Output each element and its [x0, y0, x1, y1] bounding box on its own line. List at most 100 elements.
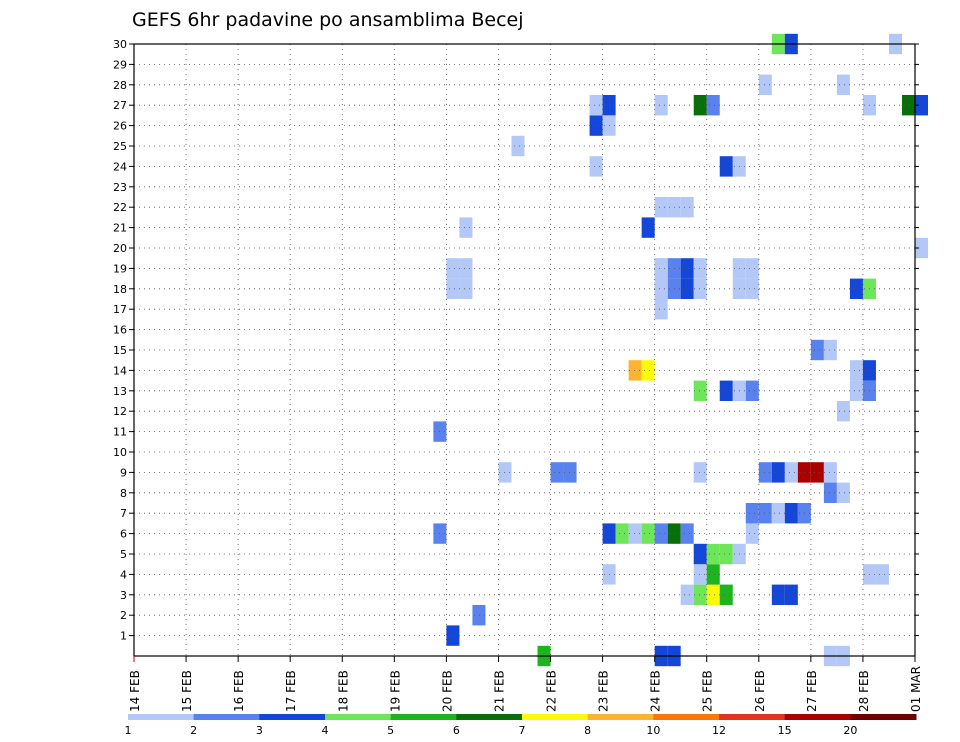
- heatmap-cell: [693, 258, 707, 279]
- heatmap-cell: [758, 503, 772, 524]
- legend-swatch: [522, 714, 589, 720]
- heatmap-cell: [654, 258, 668, 279]
- y-tick-label: 8: [120, 487, 127, 500]
- x-tick-label: 01 MAR: [909, 666, 923, 712]
- legend-tick-label: 12: [712, 724, 726, 737]
- heatmap-cell: [771, 462, 785, 483]
- heatmap-cell: [680, 278, 694, 299]
- heatmap-cell: [641, 523, 655, 544]
- heatmap-cell: [459, 278, 473, 299]
- heatmap-cell: [628, 523, 642, 544]
- heatmap-cell: [446, 625, 460, 646]
- heatmap-cell: [693, 564, 707, 585]
- y-tick-label: 29: [113, 58, 127, 71]
- y-tick-label: 2: [120, 609, 127, 622]
- heatmap-cell: [719, 156, 733, 177]
- heatmap-cell: [836, 482, 850, 503]
- heatmap-cell: [511, 135, 525, 157]
- y-tick-label: 6: [120, 528, 127, 541]
- legend-swatch: [325, 714, 392, 720]
- heatmap-cell: [706, 543, 720, 565]
- y-tick-label: 25: [113, 140, 127, 153]
- heatmap-cell: [758, 74, 772, 95]
- heatmap-cell: [784, 584, 798, 605]
- heatmap-cell: [706, 95, 720, 116]
- heatmap-cell: [550, 462, 564, 483]
- x-tick-label: 26 FEB: [753, 670, 767, 712]
- heatmap-cell: [563, 462, 577, 483]
- heatmap-cell: [849, 380, 863, 401]
- heatmap-cell: [836, 74, 850, 95]
- y-tick-label: 22: [113, 201, 127, 214]
- legend-tick-label: 6: [453, 724, 460, 737]
- heatmap-cell: [472, 605, 486, 626]
- heatmap-cell: [915, 95, 929, 116]
- heatmap-cell: [758, 462, 772, 483]
- heatmap-cell: [823, 482, 837, 503]
- y-tick-label: 19: [113, 262, 127, 275]
- x-tick-label: 25 FEB: [701, 670, 715, 712]
- heatmap-cell: [706, 584, 720, 605]
- x-axis-ticks: 14 FEB 15 FEB 16 FEB 17 FEB 18 FEB 19 FEB 20 F…: [128, 656, 923, 712]
- x-tick-label: 21 FEB: [492, 670, 506, 712]
- y-tick-label: 30: [113, 38, 127, 51]
- heatmap-cell: [745, 258, 759, 279]
- y-tick-label: 20: [113, 242, 127, 255]
- x-tick-label: 15 FEB: [180, 670, 194, 712]
- legend-tick-label: 2: [190, 724, 197, 737]
- heatmap-cell: [680, 197, 694, 218]
- heatmap-cell: [459, 217, 473, 238]
- y-tick-label: 11: [113, 426, 127, 439]
- heatmap-cell: [915, 237, 929, 259]
- legend-tick-label: 1: [125, 724, 132, 737]
- heatmap-cell: [875, 564, 889, 585]
- heatmap-cell: [654, 197, 668, 218]
- heatmap-cell: [446, 258, 460, 279]
- heatmap-cell: [771, 584, 785, 605]
- y-tick-label: 15: [113, 344, 127, 357]
- heatmap-cell: [680, 258, 694, 279]
- legend-swatch: [193, 714, 260, 720]
- y-tick-label: 26: [113, 120, 127, 133]
- heatmap-cell: [654, 523, 668, 544]
- heatmap-cell: [654, 95, 668, 116]
- heatmap-cell: [693, 584, 707, 605]
- heatmap-cell: [745, 380, 759, 401]
- y-tick-label: 27: [113, 99, 127, 112]
- y-tick-label: 5: [120, 548, 127, 561]
- heatmap-cell: [693, 380, 707, 401]
- heatmap-cell: [849, 360, 863, 381]
- legend-swatch: [390, 714, 457, 720]
- heatmap-cell: [693, 543, 707, 565]
- y-tick-label: 9: [120, 466, 127, 479]
- x-tick-label: 18 FEB: [336, 670, 350, 712]
- x-tick-label: 19 FEB: [388, 670, 402, 712]
- grid-lines: [134, 43, 915, 656]
- x-tick-label: 27 FEB: [805, 670, 819, 712]
- heatmap-cell: [706, 564, 720, 585]
- heatmap-cell: [810, 462, 824, 483]
- heatmap-cell: [680, 584, 694, 605]
- legend-tick-label: 10: [646, 724, 660, 737]
- legend-tick-label: 4: [322, 724, 329, 737]
- legend-swatch: [456, 714, 523, 720]
- heatmap-cell: [459, 258, 473, 279]
- heatmap-cell: [823, 339, 837, 361]
- heatmap-cell: [745, 503, 759, 524]
- x-tick-label: 28 FEB: [857, 670, 871, 712]
- color-legend: 1 2 3 4 5 6 7 8 10 12 15 20: [125, 714, 917, 737]
- y-tick-label: 10: [113, 446, 127, 459]
- heatmap-cell: [745, 278, 759, 299]
- y-tick-label: 14: [113, 364, 127, 377]
- heatmap-cell: [719, 584, 733, 605]
- x-tick-label: 23 FEB: [597, 670, 611, 712]
- legend-swatch: [587, 714, 654, 720]
- y-tick-label: 7: [120, 507, 127, 520]
- y-tick-label: 16: [113, 324, 127, 337]
- legend-tick-label: 3: [256, 724, 263, 737]
- heatmap-cell: [589, 156, 603, 177]
- heatmap-cell: [745, 523, 759, 544]
- heatmap-cell: [719, 543, 733, 565]
- legend-tick-label: 15: [778, 724, 792, 737]
